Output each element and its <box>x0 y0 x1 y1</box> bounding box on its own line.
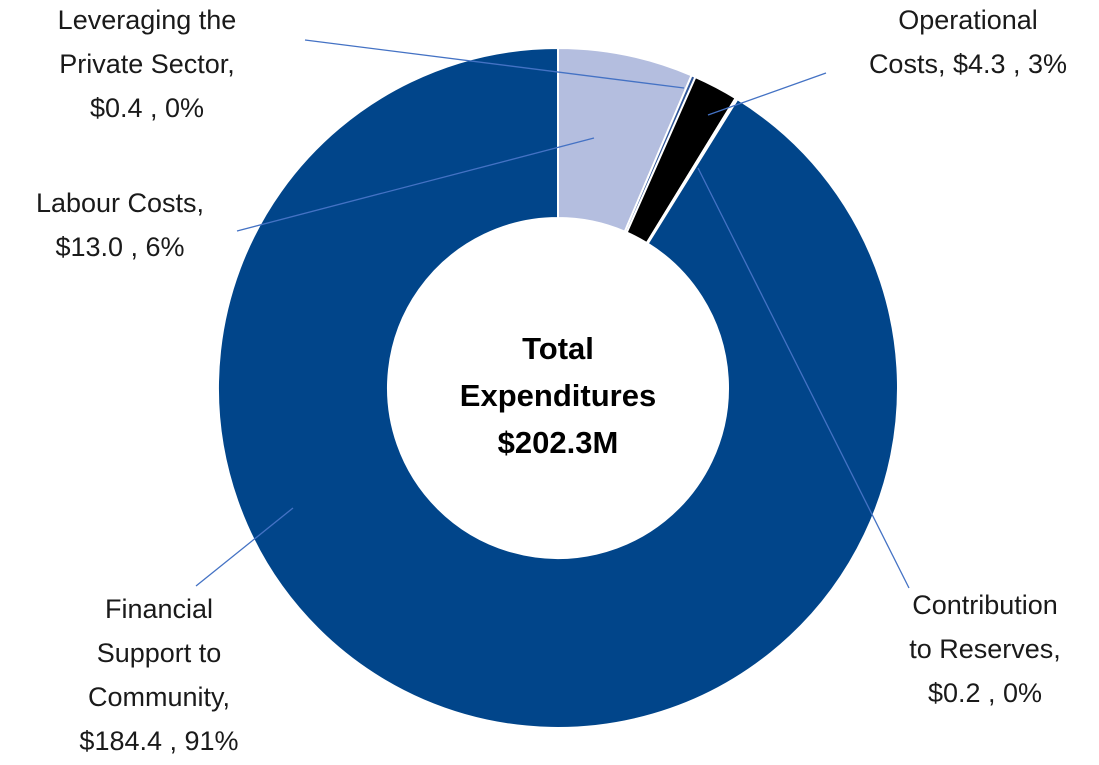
data-label-line: Private Sector, <box>59 49 235 79</box>
leader-line-operational-costs <box>707 72 827 116</box>
data-label-line: $0.2 , 0% <box>928 678 1042 708</box>
data-label-line: Contribution <box>912 590 1058 620</box>
center-label-line-1: Total <box>522 331 594 366</box>
center-label-line-2: Expenditures <box>460 378 656 413</box>
center-label: Total Expenditures $202.3M <box>460 331 656 460</box>
data-label-operational-costs: Operational Costs, $4.3 , 3% <box>869 5 1067 79</box>
data-label-line: Labour Costs, <box>36 188 204 218</box>
data-label-line: Leveraging the <box>58 5 237 35</box>
data-label-contribution-to-reserves: Contribution to Reserves, $0.2 , 0% <box>909 590 1061 708</box>
slice-labels: Labour Costs, $13.0 , 6% Leveraging the Pri… <box>36 5 1067 756</box>
data-label-line: Community, <box>88 682 230 712</box>
donut-slices <box>217 46 899 729</box>
data-label-line: Financial <box>105 594 213 624</box>
data-label-leveraging-the-private-sector: Leveraging the Private Sector, $0.4 , 0% <box>58 5 237 123</box>
data-label-financial-support-to-community: Financial Support to Community, $184.4 , 91… <box>79 594 238 756</box>
data-label-line: Operational <box>898 5 1038 35</box>
data-label-labour-costs: Labour Costs, $13.0 , 6% <box>36 188 204 262</box>
data-label-line: Support to <box>97 638 222 668</box>
leader-line-labour-costs <box>236 137 595 232</box>
data-label-line: $184.4 , 91% <box>79 726 238 756</box>
data-label-line: $0.4 , 0% <box>90 93 204 123</box>
leader-line-contribution-to-reserves <box>697 167 910 589</box>
data-label-line: Costs, $4.3 , 3% <box>869 49 1067 79</box>
slice-financial-support-to-community <box>217 46 899 729</box>
center-label-line-3: $202.3M <box>498 425 619 460</box>
leader-lines <box>195 39 910 589</box>
data-label-line: $13.0 , 6% <box>55 232 184 262</box>
leader-line-leveraging-the-private-sector <box>304 39 685 89</box>
data-label-line: to Reserves, <box>909 634 1061 664</box>
leader-line-financial-support-to-community <box>195 507 294 587</box>
